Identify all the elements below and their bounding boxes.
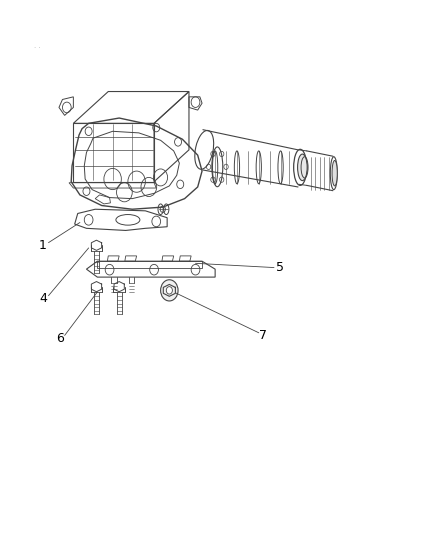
Ellipse shape: [297, 154, 307, 181]
Text: 5: 5: [275, 261, 283, 274]
Text: 4: 4: [39, 292, 47, 305]
Ellipse shape: [331, 160, 336, 186]
Text: 7: 7: [258, 329, 266, 342]
Text: . .: . .: [34, 44, 41, 50]
Text: 1: 1: [39, 239, 47, 252]
Circle shape: [166, 287, 172, 294]
Circle shape: [160, 280, 178, 301]
Text: 6: 6: [56, 332, 64, 344]
